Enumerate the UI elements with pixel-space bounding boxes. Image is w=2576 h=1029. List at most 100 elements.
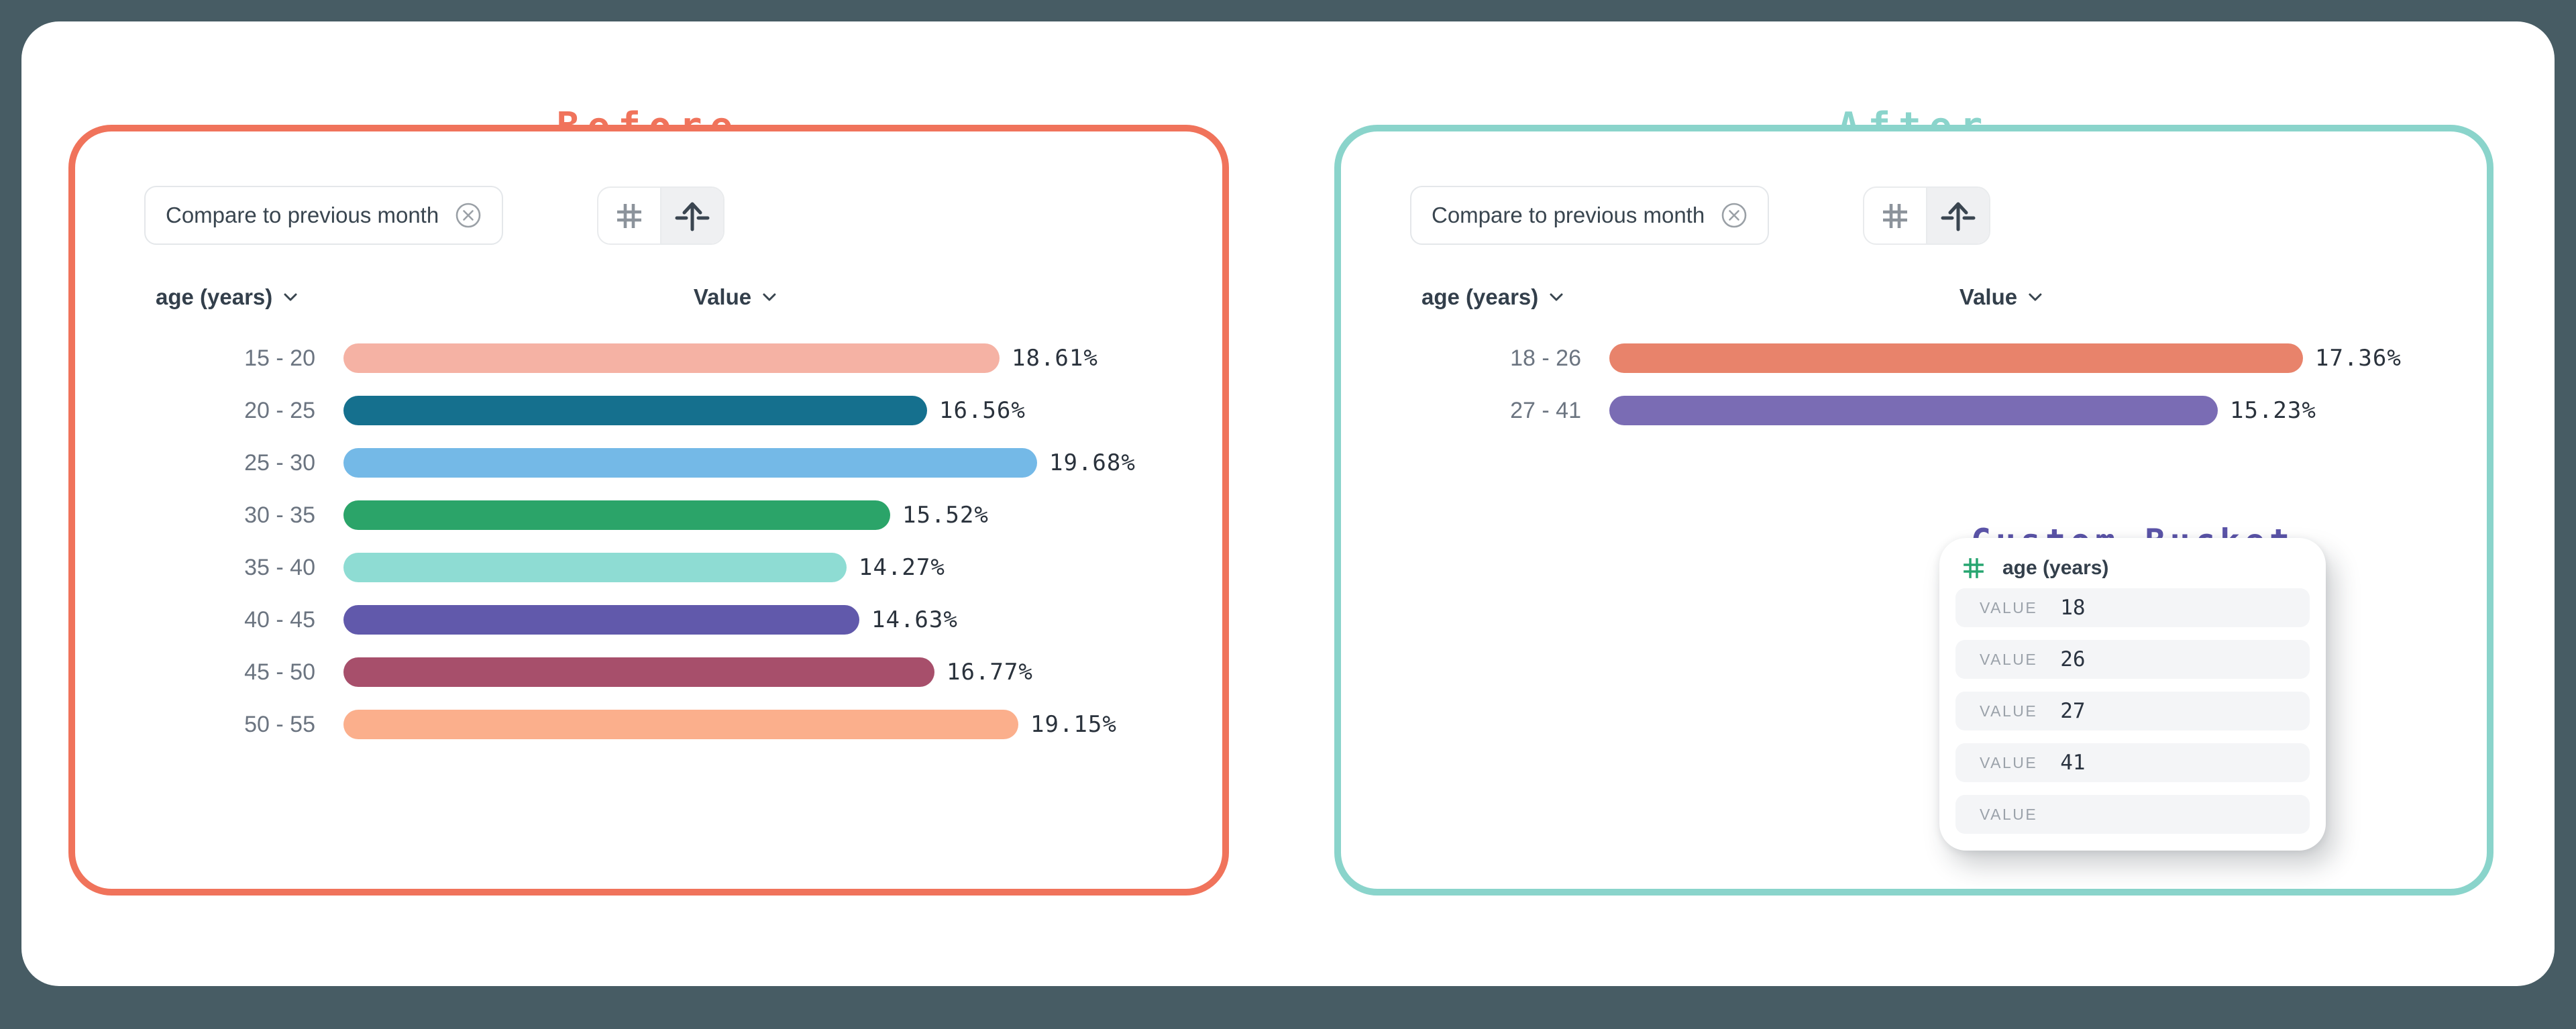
- bar-category-label: 27 - 41: [1510, 397, 1581, 423]
- chevron-down-icon: [1549, 292, 1564, 302]
- axis-arrow-up-icon: [674, 200, 710, 232]
- bar-value-label: 17.36%: [2315, 345, 2402, 372]
- bar-value-label: 15.23%: [2230, 397, 2316, 424]
- remove-filter-icon[interactable]: [1721, 202, 1748, 229]
- bucket-value-field-value: 27: [2060, 699, 2086, 723]
- bucket-value-field-value: 26: [2060, 647, 2086, 671]
- remove-filter-icon[interactable]: [455, 202, 482, 229]
- custom-bucket-field: age (years): [1961, 555, 2108, 581]
- bucket-value-field-value: 18: [2060, 596, 2086, 620]
- filter-chip[interactable]: Compare to previous month: [144, 186, 504, 245]
- bucket-value-field[interactable]: VALUE 41: [1955, 743, 2310, 782]
- bucket-value-field-label: VALUE: [1980, 650, 2038, 668]
- chart-bar[interactable]: [343, 605, 859, 635]
- bar-value-label: 19.68%: [1049, 449, 1136, 476]
- bar-track: 19.68%: [343, 448, 1136, 478]
- bucket-value-field[interactable]: VALUE 27: [1955, 692, 2310, 730]
- hash-icon: [614, 201, 645, 231]
- axis-sort-button[interactable]: [660, 188, 723, 243]
- bar-track: 19.15%: [343, 710, 1117, 739]
- hash-format-button[interactable]: [1864, 188, 1926, 243]
- chart-bar-row: 20 - 25 16.56%: [75, 384, 1222, 437]
- chart-bar[interactable]: [1609, 343, 2303, 373]
- bucket-value-field-label: VALUE: [1980, 702, 2038, 720]
- dimension-column-header[interactable]: age (years): [1421, 284, 1564, 310]
- chart-bar-row: 45 - 50 16.77%: [75, 646, 1222, 698]
- bar-value-label: 18.61%: [1012, 345, 1098, 372]
- custom-bucket-panel: age (years) VALUE 18 VALUE 26 VALUE 27 V…: [1939, 538, 2326, 851]
- chart-bar[interactable]: [1609, 396, 2218, 425]
- custom-bucket-rows: VALUE 18 VALUE 26 VALUE 27 VALUE 41 VALU…: [1955, 588, 2310, 847]
- axis-sort-button[interactable]: [1926, 188, 1989, 243]
- bar-track: 18.61%: [343, 343, 1098, 373]
- bar-category-label: 25 - 30: [244, 449, 315, 476]
- bar-value-label: 16.56%: [939, 397, 1026, 424]
- hash-icon: [1880, 201, 1911, 231]
- chart-bar[interactable]: [343, 343, 1000, 373]
- bar-value-label: 14.27%: [859, 554, 945, 581]
- dimension-header-label: age (years): [156, 284, 273, 309]
- hash-icon: [1961, 555, 1986, 581]
- chart-bar[interactable]: [343, 396, 927, 425]
- bar-track: 17.36%: [1609, 343, 2402, 373]
- bucket-value-field[interactable]: VALUE 18: [1955, 588, 2310, 627]
- chart-bar-row: 25 - 30 19.68%: [75, 437, 1222, 489]
- bar-value-label: 16.77%: [947, 659, 1033, 686]
- bar-value-label: 19.15%: [1030, 711, 1117, 738]
- bar-category-label: 18 - 26: [1510, 345, 1581, 371]
- chart-bar-row: 40 - 45 14.63%: [75, 594, 1222, 646]
- bar-category-label: 20 - 25: [244, 397, 315, 423]
- format-toggle: [1863, 186, 1990, 245]
- comparison-card: Before Compare to previous month: [21, 21, 2555, 986]
- chart-bar-row: 30 - 35 15.52%: [75, 489, 1222, 541]
- chart-bar[interactable]: [343, 710, 1018, 739]
- bar-track: 14.27%: [343, 553, 945, 582]
- bucket-value-field[interactable]: VALUE: [1955, 795, 2310, 834]
- measure-column-header[interactable]: Value: [1960, 284, 2043, 310]
- bar-track: 14.63%: [343, 605, 958, 635]
- filter-chip[interactable]: Compare to previous month: [1410, 186, 1770, 245]
- chart-bar-row: 50 - 55 19.15%: [75, 698, 1222, 751]
- axis-arrow-up-icon: [1940, 200, 1976, 232]
- format-toggle: [597, 186, 724, 245]
- chart-bar[interactable]: [343, 500, 890, 530]
- bar-category-label: 50 - 55: [244, 711, 315, 737]
- chart-bar[interactable]: [343, 553, 847, 582]
- chevron-down-icon: [2028, 292, 2043, 302]
- before-bar-chart: 15 - 20 18.61% 20 - 25 16.56% 25 - 30 19…: [75, 332, 1222, 751]
- chart-bar-row: 18 - 26 17.36%: [1341, 332, 2487, 384]
- chart-bar-row: 15 - 20 18.61%: [75, 332, 1222, 384]
- bar-value-label: 14.63%: [871, 606, 958, 633]
- chevron-down-icon: [762, 292, 777, 302]
- bucket-value-field-label: VALUE: [1980, 805, 2038, 823]
- bar-value-label: 15.52%: [902, 502, 989, 529]
- measure-header-label: Value: [693, 284, 752, 309]
- bar-category-label: 45 - 50: [244, 659, 315, 685]
- chevron-down-icon: [283, 292, 298, 302]
- bar-track: 15.52%: [343, 500, 989, 530]
- bar-category-label: 30 - 35: [244, 502, 315, 528]
- filter-chip-label: Compare to previous month: [166, 203, 439, 227]
- bar-category-label: 35 - 40: [244, 554, 315, 580]
- bucket-value-field-label: VALUE: [1980, 753, 2038, 771]
- dimension-column-header[interactable]: age (years): [156, 284, 298, 310]
- filter-chip-label: Compare to previous month: [1432, 203, 1705, 227]
- bar-category-label: 40 - 45: [244, 606, 315, 633]
- bar-track: 15.23%: [1609, 396, 2316, 425]
- chart-bar-row: 35 - 40 14.27%: [75, 541, 1222, 594]
- custom-bucket-field-label: age (years): [2002, 557, 2109, 579]
- bucket-value-field-value: 41: [2060, 751, 2086, 775]
- chart-bar[interactable]: [343, 448, 1037, 478]
- hash-format-button[interactable]: [598, 188, 660, 243]
- chart-bar-row: 27 - 41 15.23%: [1341, 384, 2487, 437]
- bar-track: 16.56%: [343, 396, 1026, 425]
- after-panel: Compare to previous month: [1334, 125, 2493, 896]
- bar-track: 16.77%: [343, 657, 1033, 687]
- measure-header-label: Value: [1959, 284, 2018, 309]
- chart-bar[interactable]: [343, 657, 934, 687]
- measure-column-header[interactable]: Value: [694, 284, 777, 310]
- bar-category-label: 15 - 20: [244, 345, 315, 371]
- bucket-value-field[interactable]: VALUE 26: [1955, 640, 2310, 679]
- before-panel: Compare to previous month: [68, 125, 1229, 896]
